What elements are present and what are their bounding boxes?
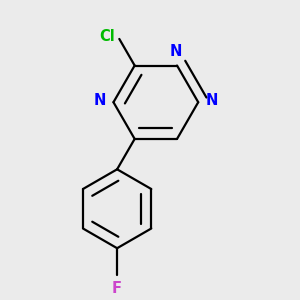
Text: Cl: Cl — [99, 28, 115, 44]
Text: F: F — [112, 281, 122, 296]
Text: N: N — [94, 93, 106, 108]
Text: N: N — [206, 93, 218, 108]
Text: N: N — [169, 44, 182, 59]
